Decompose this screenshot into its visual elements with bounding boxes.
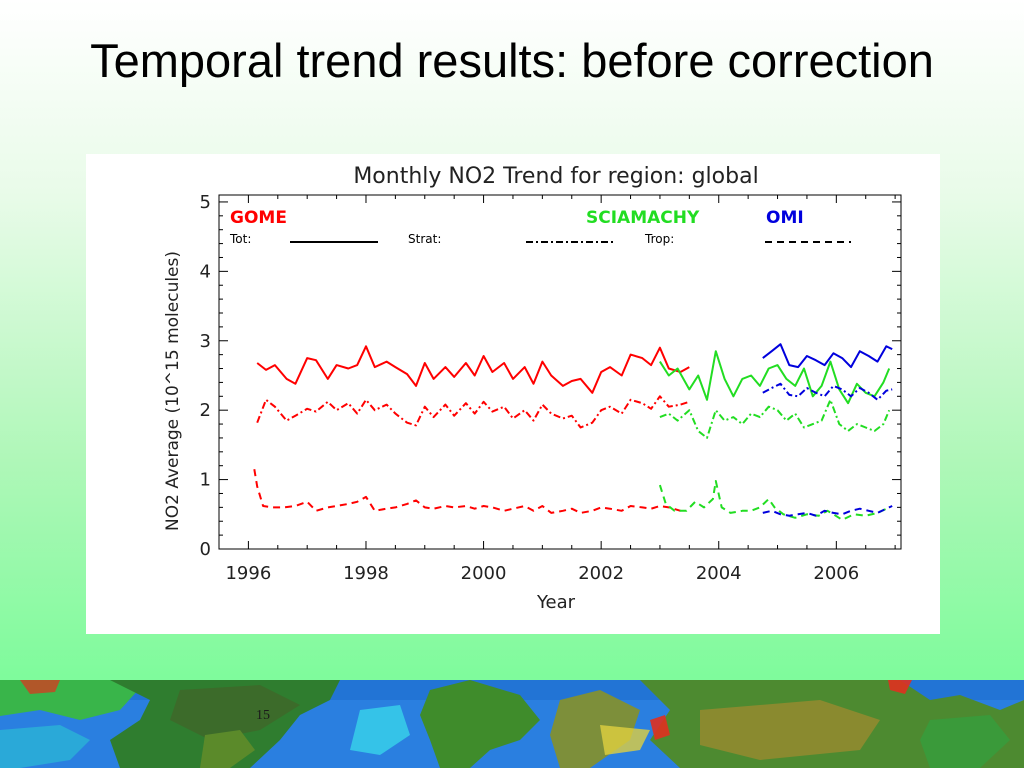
chart-title: Monthly NO2 Trend for region: global bbox=[353, 164, 758, 189]
series-lines bbox=[253, 343, 893, 521]
legend-instrument-gome: GOME bbox=[230, 208, 287, 228]
y-tick-label: 4 bbox=[200, 261, 211, 282]
world-map-strip bbox=[0, 680, 1024, 768]
world-map-image bbox=[0, 680, 1024, 768]
x-tick-label: 1996 bbox=[225, 563, 271, 584]
chart-panel: Monthly NO2 Trend for region: global NO2… bbox=[86, 154, 940, 634]
series-omi-strat bbox=[762, 382, 893, 401]
series-sciamachy-strat bbox=[659, 398, 891, 439]
legend-style-label: Trop: bbox=[644, 232, 674, 246]
x-tick-label: 2004 bbox=[696, 563, 742, 584]
legend-instrument-omi: OMI bbox=[766, 208, 804, 228]
series-omi-tot bbox=[762, 343, 893, 369]
x-tick-label: 2002 bbox=[578, 563, 624, 584]
series-sciamachy-tot bbox=[659, 350, 891, 405]
y-axis-label: NO2 Average (10^15 molecules) bbox=[163, 251, 183, 531]
series-sciamachy-trop bbox=[658, 480, 890, 521]
plot-frame bbox=[218, 194, 902, 550]
axes: 1996 1998 2000 2002 2004 2006 0 1 2 3 4 5 bbox=[200, 192, 901, 584]
legend: GOME SCIAMACHY OMI Tot: Strat: Trop: bbox=[229, 208, 851, 246]
page-number: 15 bbox=[256, 708, 270, 723]
series-gome-strat bbox=[256, 395, 690, 429]
series-gome-trop bbox=[253, 469, 681, 514]
legend-instrument-sciamachy: SCIAMACHY bbox=[586, 208, 700, 228]
legend-style-label: Tot: bbox=[229, 232, 251, 246]
no2-trend-chart: Monthly NO2 Trend for region: global NO2… bbox=[163, 164, 902, 613]
series-omi-trop bbox=[762, 505, 893, 517]
y-tick-label: 5 bbox=[200, 192, 211, 213]
x-axis-label: Year bbox=[536, 592, 576, 613]
y-tick-label: 3 bbox=[200, 331, 211, 352]
legend-style-label: Strat: bbox=[408, 232, 441, 246]
x-tick-label: 2006 bbox=[813, 563, 859, 584]
y-tick-label: 1 bbox=[200, 470, 211, 491]
y-tick-label: 2 bbox=[200, 400, 211, 421]
y-tick-label: 0 bbox=[200, 539, 211, 560]
series-gome-tot bbox=[256, 345, 690, 394]
slide-title: Temporal trend results: before correctio… bbox=[90, 34, 934, 87]
x-tick-label: 2000 bbox=[461, 563, 507, 584]
x-tick-label: 1998 bbox=[343, 563, 389, 584]
